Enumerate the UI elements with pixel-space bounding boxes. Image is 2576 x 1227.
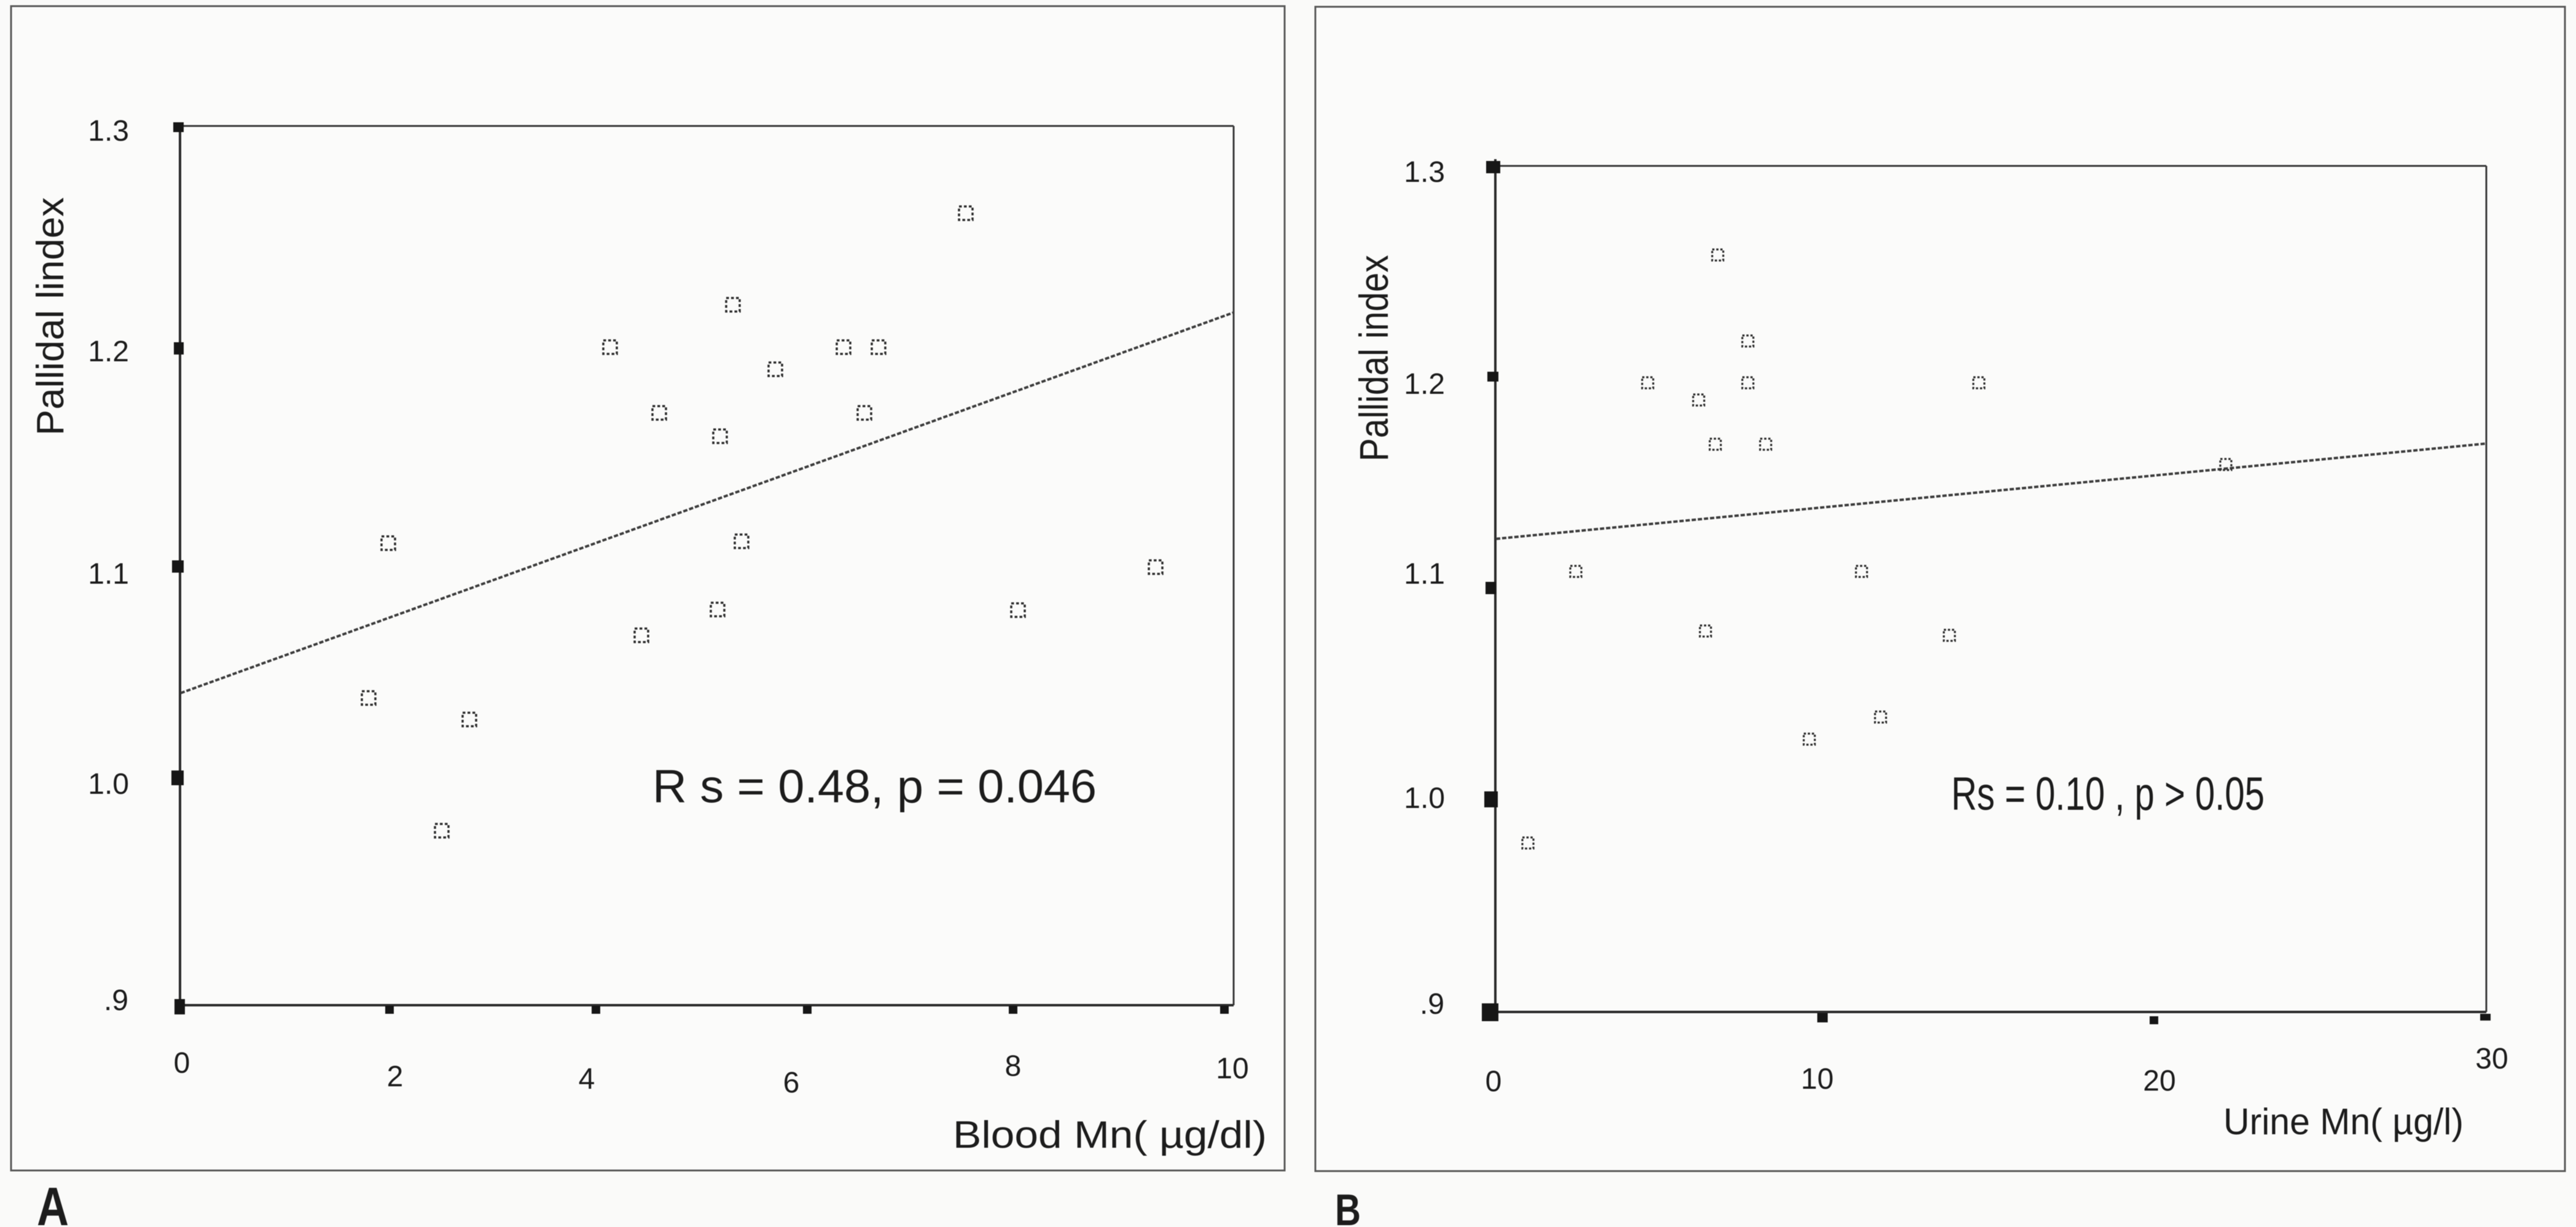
svg-text:1.2: 1.2 [88,335,129,368]
svg-text:10: 10 [1216,1053,1248,1085]
svg-text:R s = 0.48, p = 0.046: R s = 0.48, p = 0.046 [652,761,1097,813]
svg-text:20: 20 [2143,1065,2175,1097]
svg-text:8: 8 [1005,1050,1022,1083]
svg-text:1.0: 1.0 [1404,782,1445,815]
svg-text:4: 4 [579,1063,595,1096]
svg-text:1.1: 1.1 [1404,558,1445,590]
svg-text:A: A [37,1176,69,1227]
svg-text:6: 6 [783,1067,800,1099]
svg-text:B: B [1335,1186,1361,1227]
svg-text:Rs = 0.10 , p > 0.05: Rs = 0.10 , p > 0.05 [1951,768,2265,820]
svg-text:0: 0 [174,1047,190,1080]
svg-text:.9: .9 [1420,988,1444,1021]
svg-text:30: 30 [2475,1043,2508,1075]
svg-text:1.2: 1.2 [1404,368,1445,401]
svg-text:10: 10 [1801,1063,1833,1096]
svg-text:.9: .9 [104,984,128,1017]
svg-text:1.3: 1.3 [88,115,129,147]
svg-text:1.0: 1.0 [88,768,129,801]
svg-text:0: 0 [1486,1065,1502,1098]
svg-text:2: 2 [387,1060,404,1093]
svg-text:1.1: 1.1 [88,558,129,590]
svg-text:Pallidal lindex: Pallidal lindex [29,197,72,436]
svg-text:Pallidal index: Pallidal index [1351,255,1396,461]
svg-text:Blood Mn( µg/dl): Blood Mn( µg/dl) [953,1114,1267,1156]
svg-text:Urine Mn( µg/l): Urine Mn( µg/l) [2223,1101,2464,1142]
svg-text:1.3: 1.3 [1404,156,1445,189]
